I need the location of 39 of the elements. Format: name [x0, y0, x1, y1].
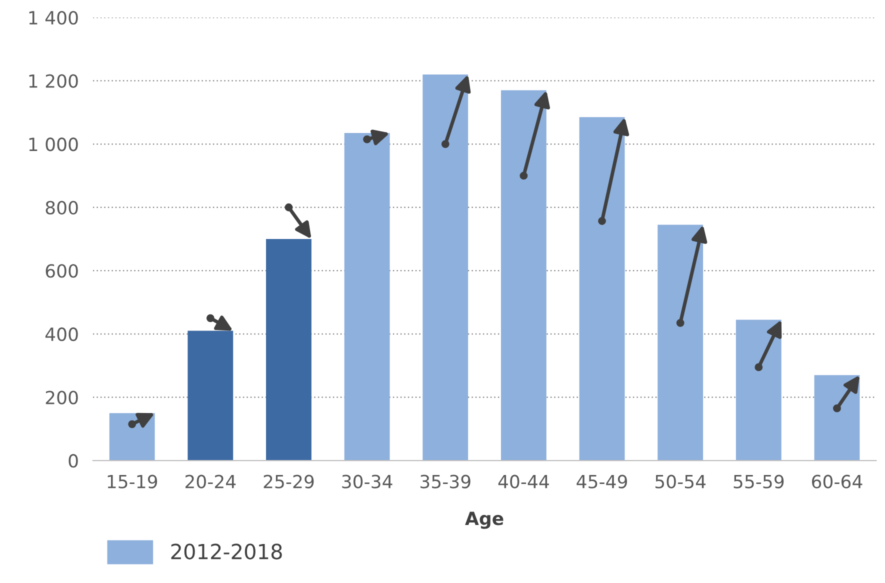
- bar: [658, 224, 704, 461]
- bar: [814, 375, 860, 461]
- point: [676, 318, 684, 327]
- y-tick-label: 1 000: [29, 138, 78, 152]
- y-tick-label: 400: [45, 327, 78, 342]
- point: [441, 140, 450, 148]
- y-tick-label: 1 200: [29, 74, 78, 88]
- x-tick-label: 25-29: [264, 474, 314, 488]
- x-tick-label: 20-24: [186, 474, 236, 488]
- x-tick-label: 50-54: [656, 474, 706, 488]
- point: [833, 404, 841, 412]
- point: [284, 203, 293, 212]
- x-tick-label: 55-59: [734, 474, 784, 488]
- bar: [500, 90, 546, 461]
- point: [363, 135, 372, 144]
- x-tick-label: 40-44: [498, 474, 549, 488]
- bar: [344, 133, 390, 461]
- point: [754, 363, 763, 372]
- x-tick-label: 45-49: [576, 474, 627, 488]
- x-tick-label: 15-19: [108, 474, 158, 488]
- bar: [736, 320, 782, 461]
- x-axis-title: Age: [465, 512, 504, 529]
- y-tick-label: 0: [68, 454, 78, 468]
- x-tick-label: 60-64: [812, 474, 862, 488]
- y-tick-label: 1 400: [29, 10, 78, 25]
- y-tick-label: 800: [46, 200, 78, 214]
- y-tick-label: 200: [46, 390, 78, 404]
- bar: [266, 239, 312, 461]
- y-tick-label: 600: [46, 264, 78, 278]
- bar: [579, 117, 625, 461]
- point: [128, 420, 136, 428]
- point: [206, 314, 214, 322]
- x-tick-label: 35-39: [420, 474, 470, 488]
- bar: [422, 74, 468, 461]
- bar: [188, 330, 234, 461]
- point: [520, 172, 528, 180]
- legend-label: 2012-2018: [171, 544, 282, 560]
- point: [598, 217, 606, 225]
- x-tick-label: 30-34: [342, 474, 392, 488]
